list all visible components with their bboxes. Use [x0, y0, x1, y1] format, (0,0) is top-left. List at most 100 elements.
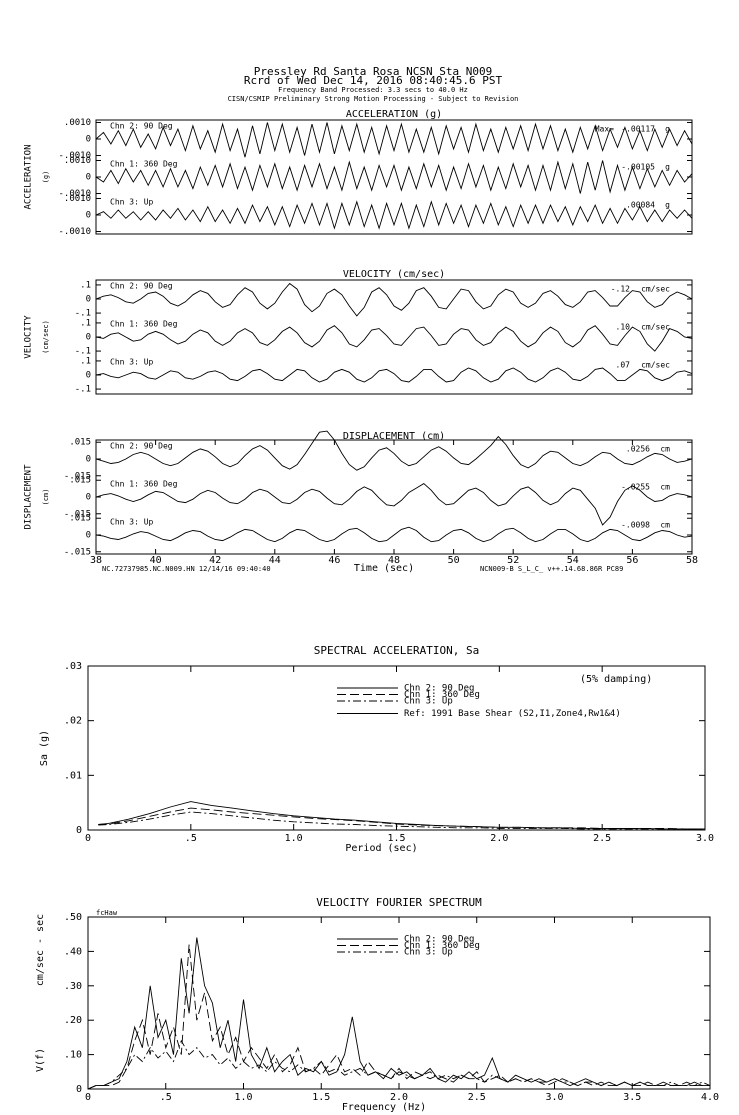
y-tick-label: .0010: [64, 118, 91, 128]
x-tick-label: 2.5: [468, 1092, 486, 1103]
y-tick-label: -.0010: [58, 227, 91, 237]
y-tick-label: 0: [86, 531, 91, 541]
footnote-right: NCN009-B S_L_C_ v++.14.68.86R PC89: [480, 565, 623, 573]
y-tick-label: .015: [69, 438, 91, 448]
y-tick-label: .1: [80, 280, 91, 290]
legend-label: Chn 1: 360 Deg: [404, 690, 480, 700]
y-tick-label: 0: [86, 295, 91, 305]
x-tick-label: .5: [160, 1092, 172, 1103]
trace: [95, 526, 693, 543]
y-axis-label: ACCELERATION: [24, 144, 34, 209]
peak-value: -.00117: [621, 125, 655, 134]
y-axis-unit: (g): [42, 171, 50, 184]
y-tick-label: 0: [86, 173, 91, 183]
y-tick-label: .01: [64, 770, 82, 781]
x-tick-label: 1.5: [387, 833, 405, 844]
x-tick-label: 50: [448, 555, 460, 566]
y-tick-label: .10: [64, 1050, 82, 1061]
peak-value: -.00105: [621, 163, 655, 172]
legend-label: Chn 2: 90 Deg: [404, 684, 474, 694]
peak-unit: cm: [660, 483, 670, 492]
x-tick-label: 2.0: [390, 1092, 408, 1103]
y-tick-label: .015: [69, 514, 91, 524]
y-tick-label: .20: [64, 1015, 82, 1026]
legend-label: Chn 2: 90 Deg: [404, 935, 474, 945]
y-tick-label: -.1: [75, 385, 91, 395]
y-tick-label: -.1: [75, 347, 91, 357]
y-tick-label: 0: [86, 455, 91, 465]
trace: [95, 160, 693, 194]
x-tick-label: 2.5: [593, 833, 611, 844]
series-line: [98, 807, 705, 830]
peak-value: -.12: [611, 285, 630, 294]
x-axis-label: Period (sec): [345, 843, 417, 854]
y-tick-label: 0: [86, 135, 91, 145]
y-tick-label: .02: [64, 716, 82, 727]
channel-label: Chn 2: 90 Deg: [110, 442, 173, 451]
channel-label: Chn 1: 360 Deg: [110, 320, 178, 329]
x-tick-label: 3.0: [545, 1092, 563, 1103]
y-tick-label: .1: [80, 356, 91, 366]
peak-unit: cm/sec: [641, 323, 670, 332]
panel-title: DISPLACEMENT (cm): [343, 431, 445, 442]
y-tick-label: .30: [64, 981, 82, 992]
y-axis-unit: (cm): [42, 489, 50, 506]
y-tick-label: 0: [86, 211, 91, 221]
panel-title: VELOCITY (cm/sec): [343, 269, 445, 280]
peak-unit: g: [665, 125, 670, 134]
channel-label: Chn 3: Up: [110, 518, 154, 527]
peak-value: .07: [616, 361, 631, 370]
y-tick-label: .50: [64, 912, 82, 923]
peak-value: .10: [616, 323, 631, 332]
x-tick-label: 48: [388, 555, 400, 566]
y-axis-unit: cm/sec - sec: [35, 914, 46, 986]
panel-title: ACCELERATION (g): [346, 109, 442, 120]
chart-title: VELOCITY FOURIER SPECTRUM: [316, 896, 482, 909]
peak-value: .0256: [626, 445, 650, 454]
peak-unit: cm/sec: [641, 285, 670, 294]
peak-unit: cm: [660, 445, 670, 454]
trace: [95, 282, 693, 317]
y-tick-label: .0010: [64, 156, 91, 166]
peak-value: -.0098: [621, 521, 650, 530]
channel-label: Chn 3: Up: [110, 198, 154, 207]
x-axis-label: Time (sec): [354, 563, 414, 574]
y-tick-label: .1: [80, 318, 91, 328]
series-line: [87, 944, 710, 1090]
x-axis-label: Frequency (Hz): [342, 1102, 426, 1113]
y-axis-label: VELOCITY: [24, 315, 34, 359]
header-record: Rcrd of Wed Dec 14, 2016 08:40:45.6 PST: [244, 74, 503, 87]
y-tick-label: .015: [69, 476, 91, 486]
channel-label: Chn 2: 90 Deg: [110, 122, 173, 131]
x-tick-label: 40: [150, 555, 162, 566]
y-tick-label: -.0010: [58, 151, 91, 161]
x-tick-label: 44: [269, 555, 281, 566]
x-tick-label: 38: [90, 555, 102, 566]
trace: [95, 483, 693, 526]
y-axis-label: DISPLACEMENT: [24, 464, 34, 530]
x-tick-label: 0: [85, 1092, 91, 1103]
y-tick-label: 0: [76, 825, 82, 836]
y-tick-label: -.015: [64, 471, 91, 481]
y-axis-label: Sa (g): [39, 730, 50, 766]
y-tick-label: 0: [86, 333, 91, 343]
series-line: [98, 801, 705, 830]
x-tick-label: 3.0: [696, 833, 714, 844]
trace: [95, 200, 693, 230]
legend-label: Chn 3: Up: [404, 948, 453, 958]
trace: [95, 325, 693, 352]
legend-label: Ref: 1991 Base Shear (S2,I1,Zone4,Rw1&4): [404, 709, 621, 719]
peak-value: -.0255: [621, 483, 650, 492]
peak-unit: cm: [660, 521, 670, 530]
x-tick-label: 1.0: [234, 1092, 252, 1103]
series-line: [98, 811, 706, 830]
header-note: CISN/CSMIP Preliminary Strong Motion Pro…: [228, 95, 519, 103]
chart-title: SPECTRAL ACCELERATION, Sa: [314, 644, 480, 657]
y-tick-label: 0: [86, 493, 91, 503]
y-tick-label: -.1: [75, 309, 91, 319]
x-tick-label: 2.0: [490, 833, 508, 844]
annotation: (5% damping): [580, 674, 652, 685]
y-tick-label: -.015: [64, 547, 91, 557]
